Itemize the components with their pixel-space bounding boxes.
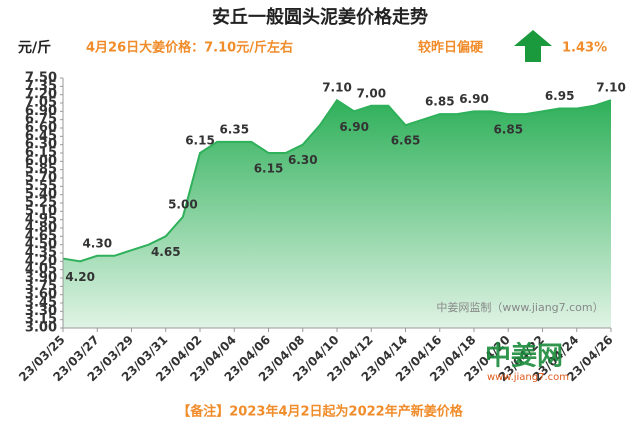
note: 【备注】2023年4月2日起为2022年产新姜价格 bbox=[177, 404, 463, 420]
y-tick-label: 5.85 bbox=[25, 162, 57, 177]
y-tick-label: 6.15 bbox=[25, 146, 57, 161]
y-tick-label: 4.05 bbox=[25, 262, 57, 277]
value-label: 4.65 bbox=[151, 245, 181, 259]
value-label: 6.85 bbox=[425, 95, 455, 109]
value-label: 4.30 bbox=[82, 236, 112, 250]
value-label: 7.10 bbox=[322, 81, 352, 95]
y-tick-label: 4.20 bbox=[25, 254, 57, 269]
y-tick-label: 4.50 bbox=[25, 237, 57, 252]
up-arrow bbox=[514, 30, 552, 62]
logo-url: www.jiang7.com bbox=[487, 372, 569, 383]
y-tick-label: 6.90 bbox=[25, 104, 57, 119]
change-text: 较昨日偏硬 bbox=[418, 40, 484, 56]
value-label: 6.35 bbox=[219, 122, 249, 136]
y-tick-label: 3.90 bbox=[25, 271, 57, 286]
value-label: 4.20 bbox=[65, 270, 95, 284]
y-tick-label: 5.55 bbox=[25, 179, 57, 194]
y-tick-label: 3.15 bbox=[25, 312, 57, 327]
value-label: 6.90 bbox=[339, 120, 369, 134]
y-tick-label: 7.50 bbox=[25, 71, 57, 86]
value-label: 6.85 bbox=[493, 123, 523, 137]
value-label: 6.95 bbox=[545, 89, 575, 103]
y-tick-label: 4.95 bbox=[25, 212, 57, 227]
chart-title: 安丘一般圆头泥姜价格走势 bbox=[212, 6, 428, 28]
y-tick-label: 3.00 bbox=[25, 321, 57, 336]
value-label: 6.15 bbox=[185, 134, 215, 148]
value-label: 7.00 bbox=[356, 86, 386, 100]
y-tick-label: 5.70 bbox=[25, 171, 57, 186]
y-tick-label: 7.20 bbox=[25, 87, 57, 102]
value-label: 6.90 bbox=[459, 92, 489, 106]
y-tick-label: 5.40 bbox=[25, 187, 57, 202]
value-label: 5.00 bbox=[168, 197, 198, 211]
y-tick-label: 4.80 bbox=[25, 221, 57, 236]
logo: 中姜网 bbox=[485, 341, 563, 372]
value-label: 7.10 bbox=[596, 81, 626, 95]
y-tick-label: 3.75 bbox=[25, 279, 57, 294]
y-tick-label: 6.45 bbox=[25, 129, 57, 144]
y-tick-label: 3.45 bbox=[25, 296, 57, 311]
y-tick-label: 7.05 bbox=[25, 96, 57, 111]
value-label: 6.65 bbox=[391, 134, 421, 148]
y-tick-label: 6.30 bbox=[25, 137, 57, 152]
y-tick-label: 6.00 bbox=[25, 154, 57, 169]
subtitle: 4月26日大姜价格：7.10元/斤左右 bbox=[86, 40, 293, 56]
y-tick-label: 4.35 bbox=[25, 246, 57, 261]
change-pct: 1.43% bbox=[562, 41, 607, 56]
y-tick-label: 6.75 bbox=[25, 112, 57, 127]
y-tick-label: 7.35 bbox=[25, 79, 57, 94]
y-tick-label: 6.60 bbox=[25, 121, 57, 136]
y-tick-label: 4.65 bbox=[25, 229, 57, 244]
area bbox=[63, 100, 611, 328]
value-label: 6.30 bbox=[288, 153, 318, 167]
y-unit: 元/斤 bbox=[18, 39, 51, 56]
y-tick-label: 3.30 bbox=[25, 304, 57, 319]
line bbox=[62, 98, 612, 263]
y-tick-label: 5.10 bbox=[25, 204, 57, 219]
y-tick-label: 3.60 bbox=[25, 287, 57, 302]
y-tick-label: 5.25 bbox=[25, 196, 57, 211]
value-label: 6.15 bbox=[254, 162, 284, 176]
watermark: 中姜网监制（www.jiang7.com） bbox=[436, 300, 603, 314]
